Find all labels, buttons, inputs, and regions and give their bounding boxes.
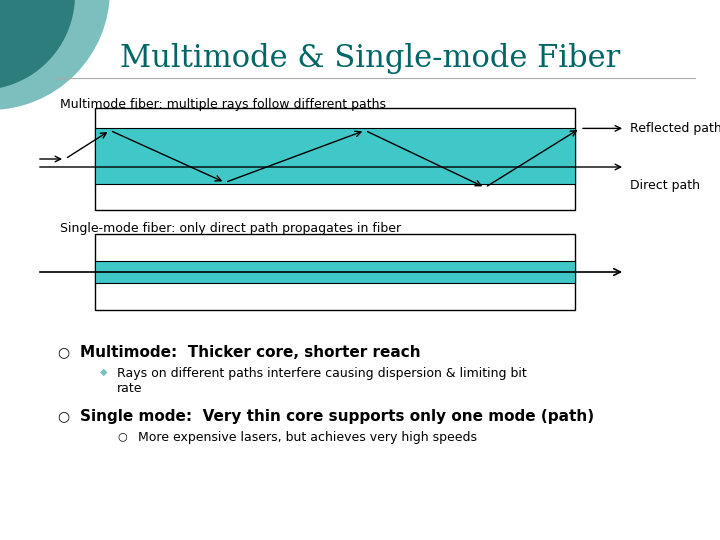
Text: Rays on different paths interfere causing dispersion & limiting bit
rate: Rays on different paths interfere causin… [117,367,527,395]
Text: ○: ○ [117,431,127,441]
Text: ○: ○ [57,345,69,359]
Text: Single-mode fiber: only direct path propagates in fiber: Single-mode fiber: only direct path prop… [60,222,401,235]
Text: Multimode fiber: multiple rays follow different paths: Multimode fiber: multiple rays follow di… [60,98,386,111]
Text: Direct path: Direct path [630,179,700,192]
Circle shape [0,0,110,110]
Text: Single mode:  Very thin core supports only one mode (path): Single mode: Very thin core supports onl… [80,409,594,424]
Bar [95,261,575,284]
Bar [95,129,575,185]
Bar [95,234,575,310]
Wedge shape [0,0,75,90]
Text: Multimode:  Thicker core, shorter reach: Multimode: Thicker core, shorter reach [80,345,420,360]
Text: ◆: ◆ [100,367,107,377]
Text: ○: ○ [57,409,69,423]
Text: Reflected path: Reflected path [630,122,720,135]
Text: Multimode & Single-mode Fiber: Multimode & Single-mode Fiber [120,43,620,73]
Text: More expensive lasers, but achieves very high speeds: More expensive lasers, but achieves very… [138,431,477,444]
Bar [95,108,575,210]
